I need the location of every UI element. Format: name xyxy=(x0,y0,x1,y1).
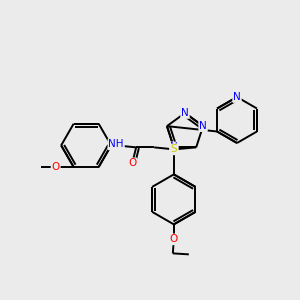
Text: O: O xyxy=(128,158,136,168)
Text: S: S xyxy=(171,144,178,154)
Text: N: N xyxy=(199,121,207,131)
Text: O: O xyxy=(170,234,178,244)
Text: O: O xyxy=(52,162,60,172)
Text: N: N xyxy=(181,108,189,118)
Text: N: N xyxy=(170,142,178,152)
Text: NH: NH xyxy=(108,140,124,149)
Text: N: N xyxy=(233,92,241,102)
